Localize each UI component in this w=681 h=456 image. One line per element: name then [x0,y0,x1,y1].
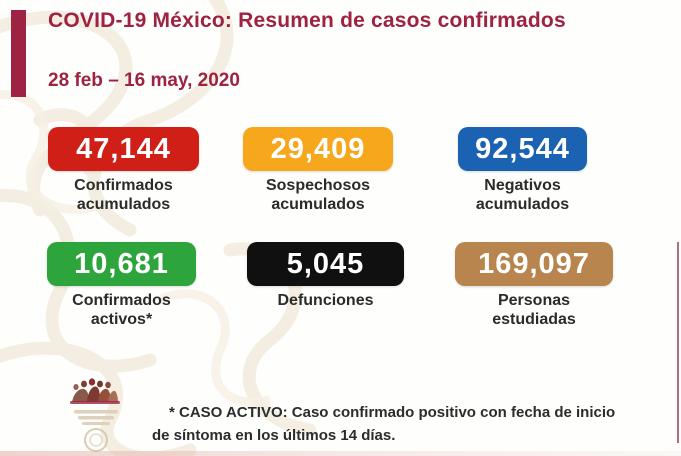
stat-label: Personas estudiadas [492,292,576,328]
stat-label: Confirmados acumulados [74,177,173,213]
stat-value: 169,097 [478,247,590,280]
stat-card-defunciones: 5,045 Defunciones [247,242,404,311]
government-heroes-emblem-icon [70,378,120,452]
background-swirl-pattern [0,0,317,456]
stat-value-pill: 29,409 [243,127,393,171]
active-case-footnote: * CASO ACTIVO: Caso confirmado positivo … [152,401,632,448]
footnote-line2: de síntoma en los últimos 14 días. [152,427,396,445]
stat-value-pill: 169,097 [455,242,613,286]
header-accent-bar [11,10,26,97]
stat-value: 29,409 [270,132,366,165]
date-range: 28 feb – 16 may, 2020 [48,70,240,91]
right-edge-divider [677,242,679,443]
stat-card-negativos-acumulados: 92,544 Negativos acumulados [458,127,587,214]
stat-label: Negativos acumulados [475,177,570,213]
page-title: COVID-19 México: Resumen de casos confir… [48,9,566,32]
stat-value-pill: 92,544 [458,127,587,171]
stat-value-pill: 5,045 [247,242,404,286]
stat-value: 10,681 [74,247,169,280]
stat-value-pill: 47,144 [48,127,199,171]
stat-value-pill: 10,681 [47,242,196,286]
stat-value: 92,544 [475,132,570,165]
stat-card-confirmados-activos: 10,681 Confirmados activos* [47,242,196,329]
footnote-line1: * CASO ACTIVO: Caso confirmado positivo … [169,404,616,421]
stat-label: Sospechosos acumulados [265,177,371,213]
stat-label: Defunciones [277,292,374,309]
stat-label: Confirmados activos* [72,292,171,328]
stat-card-confirmados-acumulados: 47,144 Confirmados acumulados [48,127,199,214]
stat-card-personas-estudiadas: 169,097 Personas estudiadas [455,242,613,329]
stat-card-sospechosos-acumulados: 29,409 Sospechosos acumulados [243,127,393,214]
stat-value: 5,045 [286,247,365,280]
stat-value: 47,144 [76,132,171,165]
